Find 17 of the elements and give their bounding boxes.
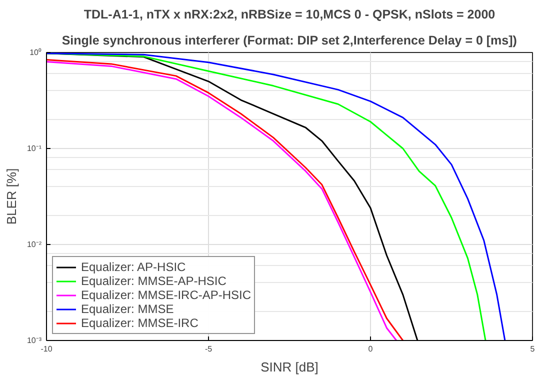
chart-subtitle: Single synchronous interferer (Format: DIP set 2,Interference Delay = 0 [ms]) xyxy=(62,34,517,48)
legend-label: Equalizer: MMSE-IRC xyxy=(81,316,198,330)
x-axis-title: SINR [dB] xyxy=(260,360,318,374)
x-tick-label: -10 xyxy=(40,344,53,354)
x-tick-label: 5 xyxy=(530,344,536,354)
y-tick-label: 10⁻² xyxy=(26,240,42,249)
legend-label: Equalizer: MMSE-IRC-AP-HSIC xyxy=(81,288,252,302)
y-tick-label: 10⁻¹ xyxy=(26,144,42,153)
y-tick-label: 10⁰ xyxy=(30,48,42,57)
y-axis-title: BLER [%] xyxy=(4,168,19,225)
x-tick-label: -5 xyxy=(204,344,213,354)
chart-title: TDL-A1-1, nTX x nRX:2x2, nRBSize = 10,MCS 0 - QPSK, nSlots = 2000 xyxy=(84,8,496,22)
legend-label: Equalizer: MMSE-AP-HSIC xyxy=(81,274,226,288)
x-tick-label: 0 xyxy=(368,344,374,354)
legend-label: Equalizer: AP-HSIC xyxy=(81,260,186,274)
y-tick-label: 10⁻³ xyxy=(26,336,42,345)
legend-label: Equalizer: MMSE xyxy=(81,302,174,316)
